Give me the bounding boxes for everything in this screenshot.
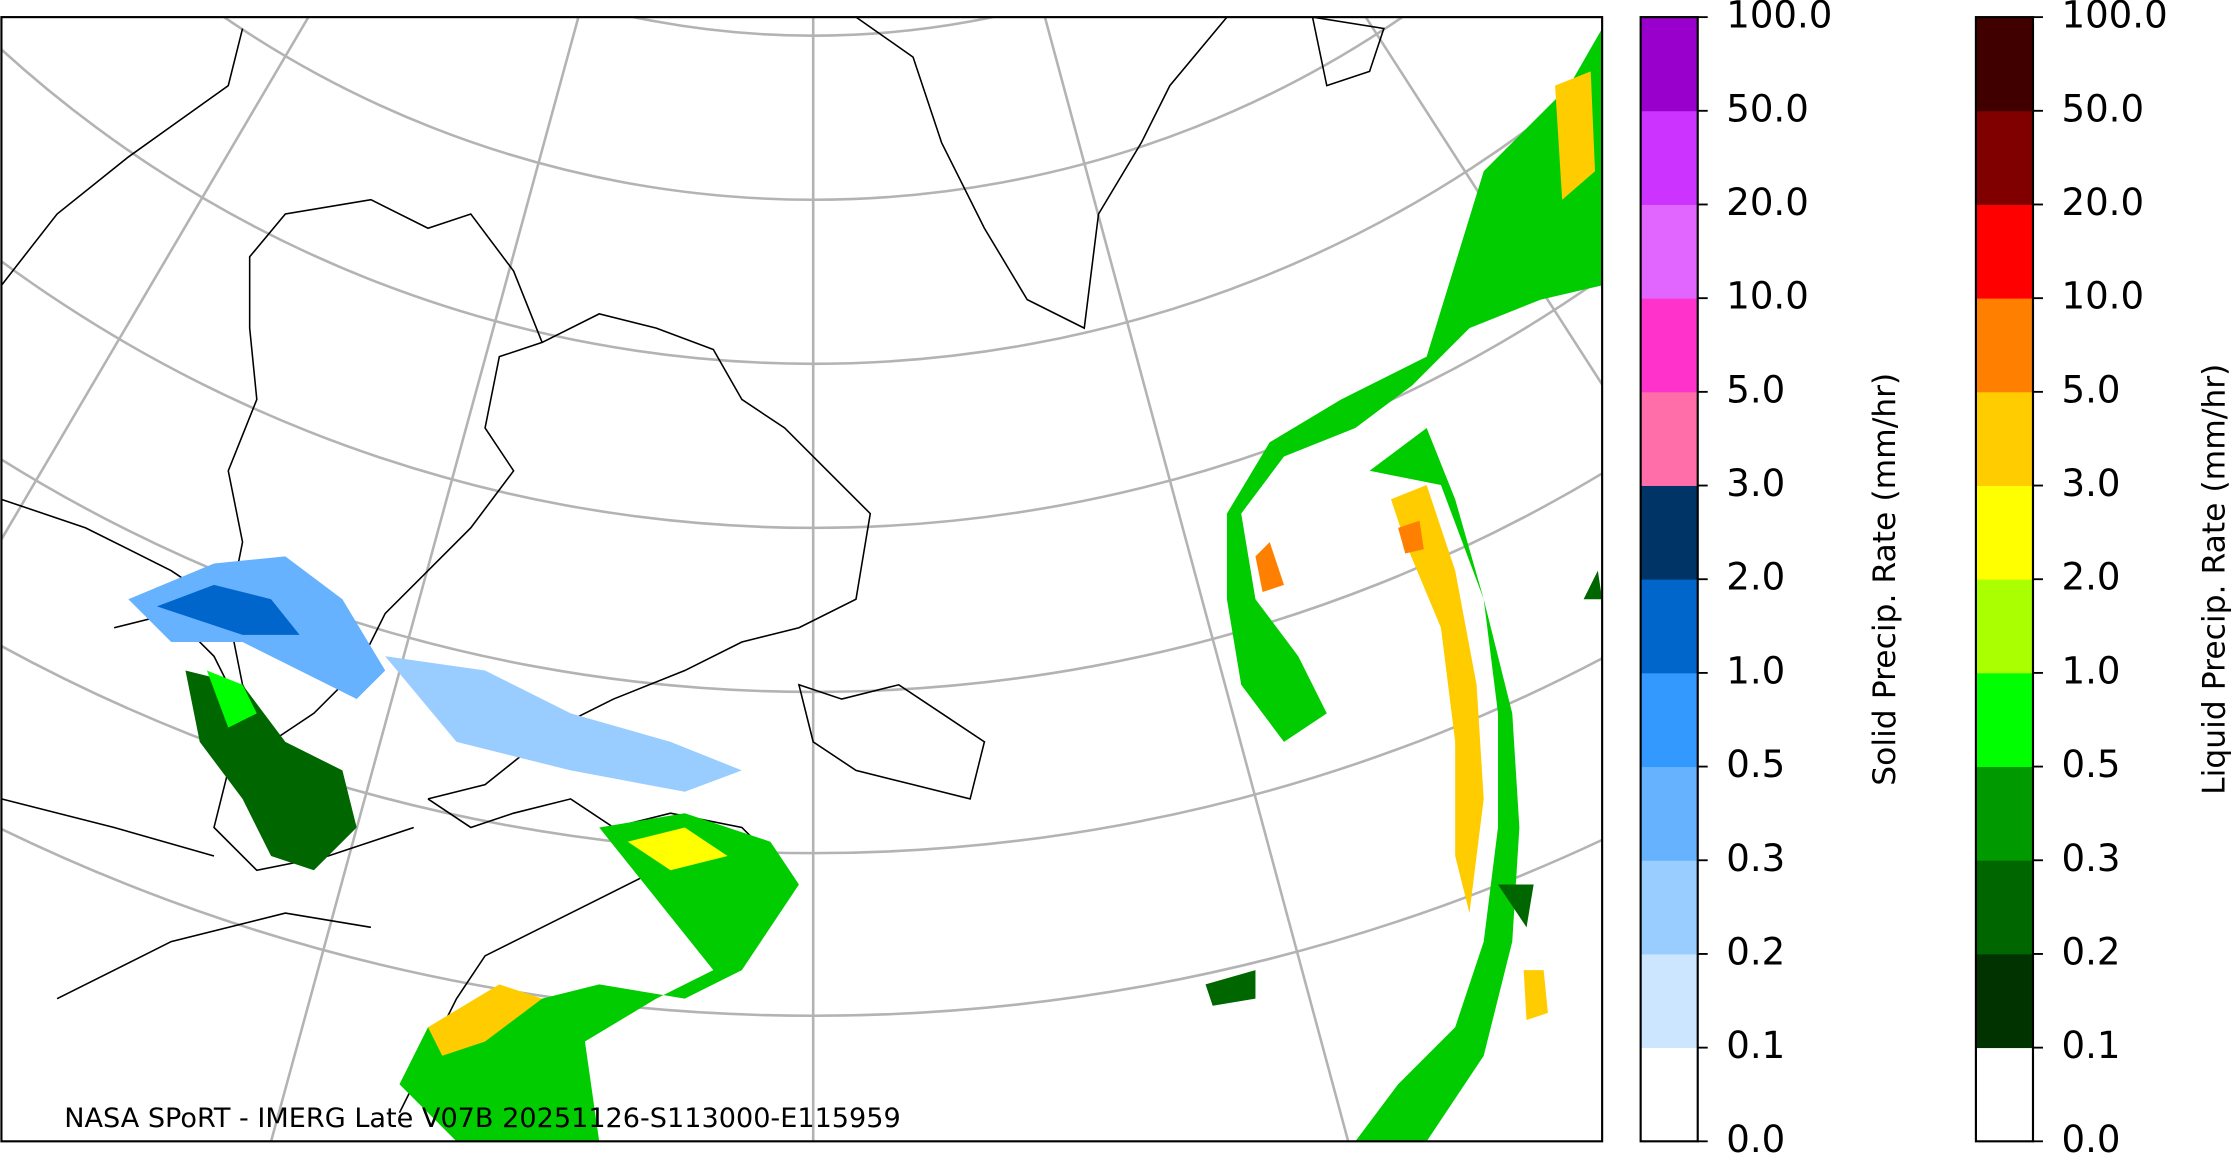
color-band [1640,1047,1698,1142]
color-band [1975,579,2033,674]
longitude-line [1043,17,1350,1142]
color-band [1640,860,1698,955]
tick-label: 50.0 [1726,87,1809,130]
rain-area [1390,485,1484,914]
precipitation [128,28,1603,1142]
coastline [227,198,544,744]
tick-label: 3.0 [1726,462,1785,505]
tick-label: 0.1 [1726,1024,1785,1067]
rain-area [1555,71,1596,200]
color-band [1640,579,1698,674]
tick-label: 100.0 [1726,0,1832,37]
rain-area [399,813,799,1142]
color-band [1975,204,2033,299]
tick-label: 0.3 [1726,837,1785,880]
tick-label: 10.0 [1726,275,1809,318]
tick-label: 50.0 [2062,87,2145,130]
color-band [1975,391,2033,486]
colorbar: 0.0 0.1 0.2 0.3 0.5 1.0 2.0 3.0 5.0 10.0 20.0 50.0 1… [1974,0,2233,1161]
tick-label: 0.0 [2062,1118,2121,1161]
coastline [855,17,1228,330]
tick-label: 20.0 [1726,181,1809,224]
tick-label: 5.0 [1726,368,1785,411]
map-caption: NASA SPoRT - IMERG Late V07B 20251126-S1… [64,1103,901,1134]
tick-label: 0.1 [2062,1024,2121,1067]
color-band [1640,766,1698,861]
coastline [797,683,986,800]
color-band [1975,298,2033,393]
color-band [1975,953,2033,1049]
color-band [1640,204,1698,299]
coastline [427,313,872,800]
tick-label: 0.2 [2062,930,2121,973]
longitude-line [269,17,580,1142]
color-band [1975,766,2033,861]
colorbar-label: Solid Precip. Rate (mm/hr) [1867,373,1903,786]
tick-label: 3.0 [2062,462,2121,505]
color-band [1975,1047,2033,1142]
rain-area [627,827,728,871]
color-band [1640,17,1698,112]
colorbar-label: Liquid Precip. Rate (mm/hr) [2197,364,2233,795]
longitude-line [1,17,310,542]
tick-label: 1.0 [2062,649,2121,692]
color-band [1975,485,2033,580]
tick-label: 2.0 [1726,556,1785,599]
tick-label: 5.0 [2062,368,2121,411]
tick-label: 1.0 [1726,649,1785,692]
rain-area [1523,970,1548,1021]
color-band [1975,860,2033,955]
tick-label: 100.0 [2062,0,2168,37]
color-band [1640,298,1698,393]
coastline [1311,17,1385,87]
colorbar: 0.0 0.1 0.2 0.3 0.5 1.0 2.0 3.0 5.0 10.0 20.0 50.0 1… [1639,0,1903,1161]
tick-label: 0.0 [1726,1118,1785,1161]
tick-label: 0.5 [1726,743,1785,786]
color-band [1640,391,1698,486]
longitude-line [1364,17,1603,387]
color-band [1975,110,2033,205]
color-band [1975,672,2033,768]
border [1,28,372,1000]
graticule [1,17,1603,1142]
tick-label: 10.0 [2062,275,2145,318]
tick-label: 2.0 [2062,556,2121,599]
tick-label: 0.3 [2062,837,2121,880]
rain-area [1255,520,1424,593]
color-band [1640,485,1698,580]
rain-area [1226,28,1603,742]
rain-area [1355,427,1520,1142]
colorbars: 0.0 0.1 0.2 0.3 0.5 1.0 2.0 3.0 5.0 10.0 20.0 50.0 1… [1639,0,2233,1161]
color-band [1640,110,1698,205]
snow-area [156,584,300,635]
tick-label: 0.2 [1726,930,1785,973]
color-band [1640,953,1698,1049]
map-frame [0,16,1604,1143]
map-area: NASA SPoRT - IMERG Late V07B 20251126-S1… [1,17,1603,1142]
tick-label: 0.5 [2062,743,2121,786]
snow-area [385,656,742,792]
rain-area [428,984,543,1056]
tick-label: 20.0 [2062,181,2145,224]
color-band [1975,17,2033,112]
color-band [1640,672,1698,768]
rain-area [206,670,257,728]
